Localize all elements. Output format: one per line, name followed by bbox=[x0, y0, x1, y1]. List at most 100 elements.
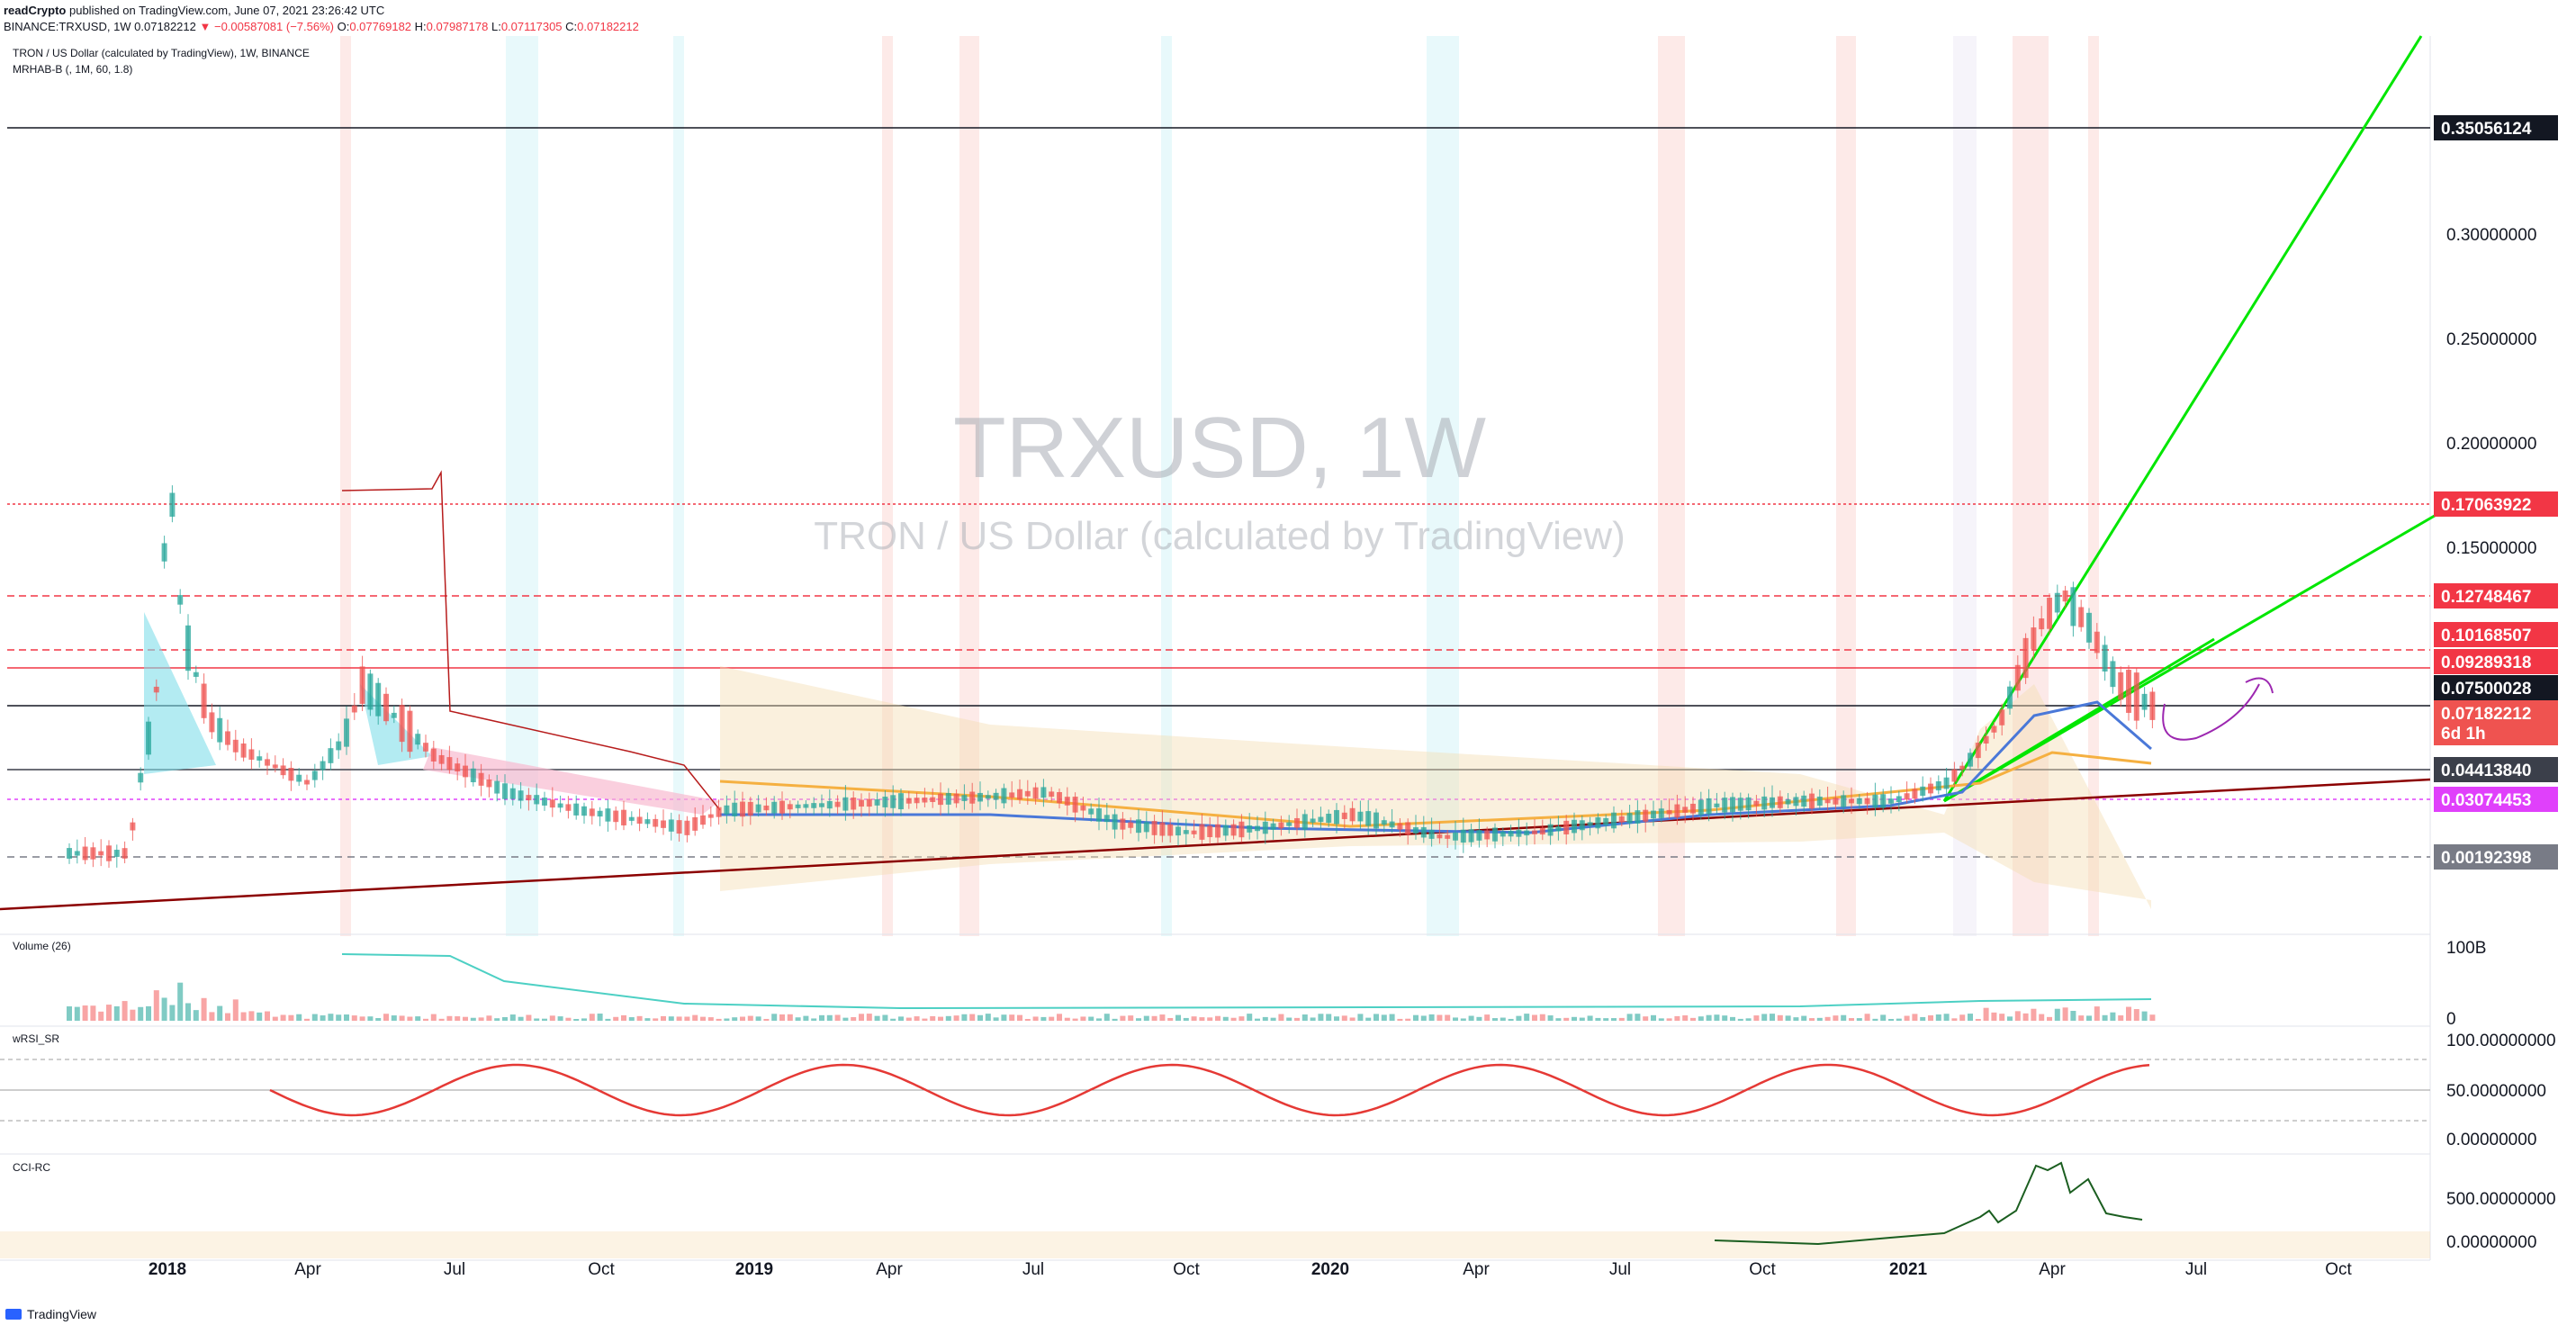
volume-bar bbox=[391, 1015, 397, 1021]
candle-body bbox=[1555, 825, 1562, 832]
trendline-low[interactable] bbox=[1943, 637, 2215, 803]
indicator-legend[interactable]: MRHAB-B (, 1M, 60, 1.8) bbox=[13, 63, 133, 76]
volume-bar bbox=[993, 1017, 999, 1021]
volume-bar bbox=[1753, 1015, 1760, 1021]
candle-body bbox=[922, 798, 928, 803]
projection-arrow[interactable] bbox=[2162, 683, 2260, 741]
volume-bar bbox=[146, 1005, 151, 1021]
candle-body bbox=[1032, 787, 1039, 799]
volume-bar bbox=[90, 1005, 96, 1021]
ohlc-close-label: C: bbox=[565, 20, 578, 33]
volume-bar bbox=[359, 1016, 365, 1021]
candle-body bbox=[1626, 813, 1633, 824]
time-label: 2021 bbox=[1889, 1260, 1928, 1279]
author-name[interactable]: readCrypto bbox=[4, 4, 67, 17]
volume-bars[interactable] bbox=[67, 953, 2156, 1021]
candlesticks[interactable] bbox=[67, 485, 2156, 869]
candle-body bbox=[1761, 796, 1768, 810]
candle-body bbox=[526, 795, 532, 801]
candle-body bbox=[740, 801, 745, 817]
candle-body bbox=[1468, 829, 1474, 843]
candle-body bbox=[1809, 793, 1815, 809]
volume-bar bbox=[1904, 1015, 1910, 1021]
candle-body bbox=[375, 682, 382, 717]
candle-body bbox=[1872, 794, 1878, 808]
volume-bar bbox=[1651, 1014, 1656, 1021]
volume-bar bbox=[819, 1014, 824, 1021]
volume-bar bbox=[2086, 1015, 2092, 1021]
time-label: Apr bbox=[294, 1260, 321, 1279]
volume-bar bbox=[296, 1014, 302, 1021]
volume-bar bbox=[478, 1017, 484, 1021]
volume-bar bbox=[732, 1017, 738, 1021]
volume-bar bbox=[1159, 1014, 1166, 1021]
candle-body bbox=[1049, 791, 1055, 798]
ohlc-open: 0.07769182 bbox=[349, 20, 412, 33]
volume-bar bbox=[1532, 1014, 1537, 1021]
volume-bar bbox=[2149, 1014, 2156, 1021]
volume-bar bbox=[399, 1015, 405, 1021]
candle-body bbox=[938, 793, 943, 806]
main-legend-title[interactable]: TRON / US Dollar (calculated by TradingV… bbox=[13, 47, 310, 59]
volume-bar bbox=[2141, 1011, 2148, 1021]
volume-bar bbox=[1143, 1015, 1149, 1021]
volume-bar bbox=[1247, 1014, 1253, 1021]
time-label: 2018 bbox=[149, 1260, 186, 1279]
quote-line: BINANCE:TRXUSD, 1W 0.07182212 ▼ −0.00587… bbox=[4, 20, 639, 33]
price-axis[interactable]: 0.30000000 0.25000000 0.20000000 0.15000… bbox=[2446, 226, 2536, 558]
volume-bar bbox=[1072, 1018, 1078, 1021]
volume-bar bbox=[1009, 1014, 1015, 1021]
volume-bar bbox=[716, 1018, 722, 1021]
time-axis[interactable]: 2018 Apr Jul Oct 2019 Apr Jul Oct 2020 Apr Jul Oct 2… bbox=[149, 1260, 2353, 1279]
volume-bar bbox=[771, 1014, 778, 1021]
volume-bar bbox=[2102, 1014, 2108, 1021]
cci-legend[interactable]: CCI-RC bbox=[13, 1161, 50, 1174]
candle-body bbox=[1824, 798, 1831, 804]
candle-body bbox=[1310, 818, 1316, 823]
volume-bar bbox=[724, 1018, 730, 1021]
volume-bar bbox=[1215, 1015, 1220, 1021]
volume-bar bbox=[1579, 1017, 1585, 1021]
wrsi-pane bbox=[0, 1059, 2430, 1122]
volume-bar bbox=[1730, 1016, 1735, 1021]
time-label: Jul bbox=[2185, 1260, 2207, 1279]
candle-body bbox=[1492, 827, 1498, 842]
candle-body bbox=[1722, 798, 1728, 813]
candle-body bbox=[985, 795, 991, 799]
volume-bar bbox=[961, 1014, 968, 1021]
candle-body bbox=[1357, 811, 1364, 822]
volume-bar bbox=[1262, 1016, 1268, 1021]
candle-body bbox=[438, 754, 445, 764]
volume-bar bbox=[1770, 1014, 1775, 1021]
candle-body bbox=[1801, 795, 1807, 807]
candle-body bbox=[509, 788, 516, 799]
volume-bar bbox=[2062, 1007, 2068, 1021]
candle-body bbox=[265, 759, 270, 766]
price-tags: 0.35056124 0.17063922 0.12748467 0.10168507… bbox=[2434, 115, 2558, 870]
volume-bar bbox=[1080, 1016, 1086, 1021]
volume-bar bbox=[1270, 1017, 1276, 1021]
wrsi-legend[interactable]: wRSI_SR bbox=[13, 1032, 60, 1045]
volume-bar bbox=[257, 1012, 263, 1021]
candle-body bbox=[67, 848, 72, 859]
volume-bar bbox=[272, 1016, 278, 1021]
footer-brand[interactable]: TradingView bbox=[5, 1307, 96, 1321]
candle-body bbox=[2133, 672, 2139, 721]
candle-body bbox=[866, 798, 872, 807]
support-trendline[interactable] bbox=[0, 778, 2431, 911]
volume-bar bbox=[1460, 1018, 1466, 1021]
wrsi-line bbox=[269, 1063, 2150, 1117]
candle-body bbox=[1064, 797, 1070, 806]
volume-bar bbox=[1595, 1017, 1601, 1021]
volume-bar bbox=[573, 1018, 580, 1021]
volume-bar bbox=[351, 1015, 357, 1021]
candle-body bbox=[1374, 812, 1379, 829]
candle-body bbox=[391, 712, 397, 718]
volume-bar bbox=[1120, 1015, 1126, 1021]
volume-bar bbox=[1849, 1018, 1854, 1021]
volume-legend[interactable]: Volume (26) bbox=[13, 940, 71, 952]
volume-bar bbox=[209, 1012, 215, 1021]
candle-body bbox=[359, 666, 365, 704]
candle-body bbox=[1349, 807, 1356, 822]
